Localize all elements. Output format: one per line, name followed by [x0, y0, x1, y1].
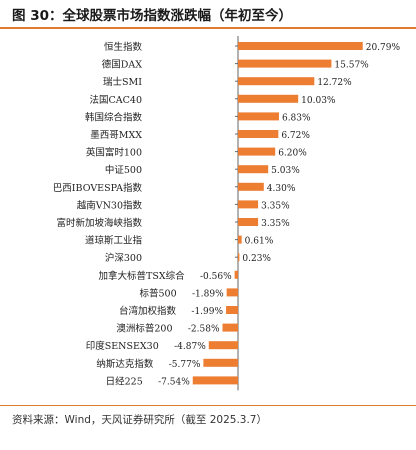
category-label: 台湾加权指数: [119, 305, 177, 317]
chart-title: 图 30：全球股票市场指数涨跌幅（年初至今）: [12, 8, 292, 24]
bar: [238, 130, 279, 138]
category-label: 韩国综合指数: [85, 111, 143, 123]
bar: [238, 112, 279, 121]
category-label: 中证500: [105, 164, 142, 176]
bar-chart: 20.79% 恒生指数 15.57% 德国DAX 12.72% 瑞士SMI 10.03% 法国…: [53, 36, 401, 391]
data-label: 0.61%: [245, 237, 274, 247]
category-label: 瑞士SMI: [103, 76, 142, 88]
category-label: 道琼斯工业指: [85, 235, 143, 247]
data-label: -1.89%: [192, 289, 224, 299]
data-label: -5.77%: [169, 360, 201, 370]
data-label: 10.03%: [301, 96, 336, 106]
category-label: 标普500: [140, 287, 177, 299]
data-label: -7.54%: [158, 377, 190, 387]
bar: [238, 42, 363, 50]
data-label: 3.35%: [261, 201, 290, 211]
category-label: 德国DAX: [102, 59, 142, 71]
category-label: 富时新加坡海峡指数: [56, 217, 142, 229]
category-label: 恒生指数: [104, 41, 143, 53]
bar: [208, 341, 238, 350]
bar: [226, 288, 238, 297]
data-label: -4.87%: [174, 342, 206, 352]
bar: [238, 94, 299, 103]
source-note: 资料来源：Wind，天风证券研究所（截至 2025.3.7）: [12, 414, 267, 426]
bar: [238, 253, 240, 262]
bar: [238, 182, 264, 191]
category-label: 墨西哥MXX: [90, 130, 142, 141]
bar: [238, 235, 242, 244]
category-label: 越南VN30指数: [77, 199, 143, 211]
bar: [192, 376, 238, 385]
category-label: 澳洲标普200: [116, 323, 172, 335]
bar: [238, 165, 269, 174]
category-label: 沪深300: [105, 252, 142, 264]
data-label: -2.58%: [188, 325, 220, 335]
bar: [238, 147, 276, 156]
data-label: -0.56%: [200, 272, 232, 282]
data-label: 15.57%: [334, 61, 369, 71]
data-label: 6.20%: [278, 149, 307, 159]
category-label: 法国CAC40: [90, 94, 143, 106]
figure-header: 图 30：全球股票市场指数涨跌幅（年初至今）: [0, 0, 416, 26]
bar: [222, 323, 238, 332]
data-label: 6.72%: [281, 131, 310, 141]
category-label: 加拿大标普TSX综合: [99, 270, 186, 282]
bar: [238, 59, 332, 68]
data-label: 20.79%: [366, 43, 401, 53]
bar: [238, 77, 315, 86]
category-label: 印度SENSEX30: [86, 340, 159, 352]
bar: [238, 218, 259, 226]
data-label: -1.99%: [191, 307, 223, 317]
bar: [238, 200, 259, 209]
data-label: 6.83%: [282, 113, 311, 123]
category-label: 日经225: [106, 375, 143, 387]
data-label: 4.30%: [267, 184, 296, 194]
data-label: 12.72%: [317, 78, 352, 88]
data-label: 3.35%: [261, 219, 290, 229]
category-label: 纳斯达克指数: [96, 358, 154, 370]
bar: [203, 358, 238, 367]
title-divider: [0, 27, 416, 29]
category-label: 巴西IBOVESPA指数: [53, 182, 143, 194]
category-label: 英国富时100: [86, 147, 142, 159]
data-label: 0.23%: [242, 254, 271, 264]
bar: [234, 270, 238, 279]
footer-divider: [0, 405, 416, 406]
bar: [226, 306, 238, 314]
data-label: 5.03%: [271, 166, 300, 176]
